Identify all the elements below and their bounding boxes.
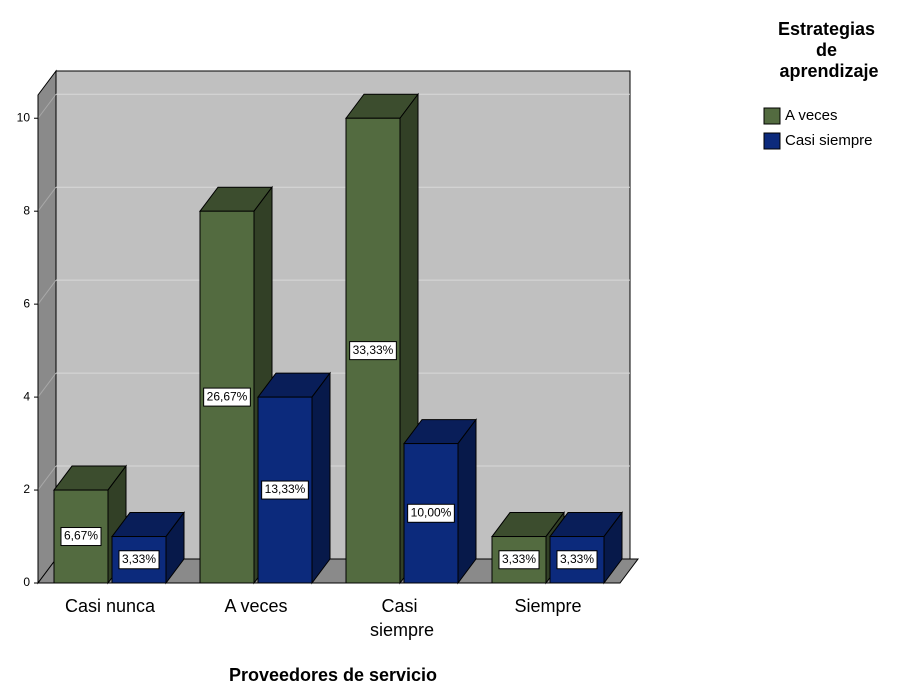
side-wall	[37, 69, 57, 585]
x-tick-label: Casi nunca	[65, 596, 156, 616]
legend-title: Estrategias de aprendizaje	[778, 19, 880, 81]
y-tick-label: 6	[23, 296, 30, 310]
y-tick-label: 10	[17, 110, 31, 124]
x-tick-label: Casi siempre	[370, 596, 434, 640]
x-tick-label: Siempre	[514, 596, 581, 616]
value-label-box	[118, 550, 160, 570]
bar-side	[311, 371, 331, 585]
y-tick-label: 2	[23, 482, 30, 496]
legend-label: Casi siempre	[785, 132, 873, 149]
value-label: 3,33%	[122, 552, 156, 566]
bar	[257, 371, 331, 585]
value-label-box	[60, 527, 102, 547]
grid-line	[37, 186, 57, 212]
value-label-box	[349, 341, 397, 361]
value-label: 3,33%	[502, 552, 536, 566]
value-label: 6,67%	[64, 529, 98, 543]
back-wall	[55, 70, 631, 560]
legend-swatch	[763, 107, 781, 125]
y-tick-label: 8	[23, 203, 30, 217]
grid-line	[37, 372, 57, 398]
x-tick-label: A veces	[224, 596, 287, 616]
x-axis-title: Proveedores de servicio	[229, 665, 437, 685]
value-label: 26,67%	[207, 389, 248, 403]
grid-line	[37, 279, 57, 305]
legend-swatch	[763, 132, 781, 150]
legend-label: A veces	[785, 107, 838, 124]
value-label: 3,33%	[560, 552, 594, 566]
value-label-box	[261, 480, 309, 500]
value-label-box	[407, 503, 455, 523]
value-label: 10,00%	[411, 505, 452, 519]
y-tick-label: 4	[23, 389, 30, 403]
bar	[111, 511, 185, 585]
value-label-box	[498, 550, 540, 570]
grid-line	[37, 93, 57, 119]
value-label: 13,33%	[265, 482, 306, 496]
bar	[549, 511, 623, 585]
bar-side	[457, 418, 477, 585]
grid-line	[37, 465, 57, 491]
value-label-box	[556, 550, 598, 570]
value-label-box	[203, 387, 251, 407]
bar	[403, 418, 477, 585]
y-tick-label: 0	[23, 575, 30, 589]
value-label: 33,33%	[353, 343, 394, 357]
